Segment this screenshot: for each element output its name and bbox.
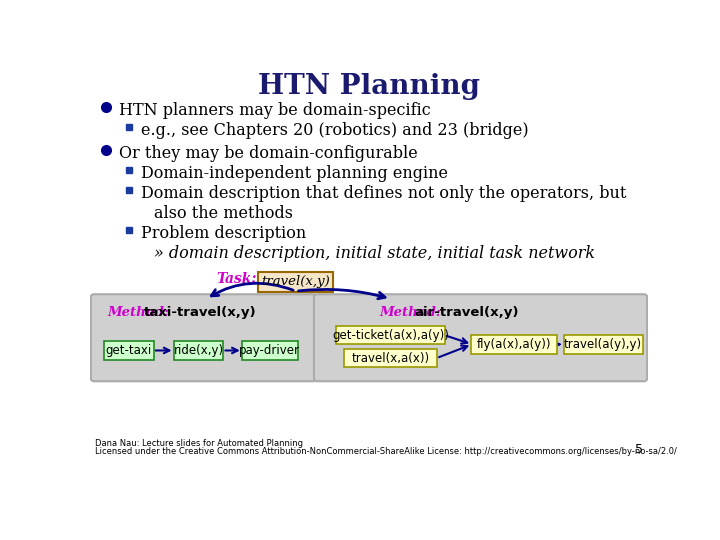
Text: travel(x,y): travel(x,y) [261,275,330,288]
Text: Method:: Method: [108,306,174,319]
Text: HTN Planning: HTN Planning [258,72,480,99]
FancyBboxPatch shape [242,341,297,360]
Text: pay-driver: pay-driver [239,344,300,357]
Text: get-taxi: get-taxi [106,344,152,357]
Text: Method:: Method: [379,306,446,319]
Text: e.g., see Chapters 20 (robotics) and 23 (bridge): e.g., see Chapters 20 (robotics) and 23 … [141,122,528,139]
Text: 5: 5 [634,443,642,456]
Text: Task:: Task: [216,272,256,286]
FancyBboxPatch shape [314,294,647,381]
Text: fly(a(x),a(y)): fly(a(x),a(y)) [477,338,552,351]
FancyBboxPatch shape [104,341,153,360]
Text: Dana Nau: Lecture slides for Automated Planning: Dana Nau: Lecture slides for Automated P… [96,439,303,448]
Text: air-travel(x,y): air-travel(x,y) [415,306,519,319]
FancyBboxPatch shape [174,341,223,360]
Text: Licensed under the Creative Commons Attribution-NonCommercial-ShareAlike License: Licensed under the Creative Commons Attr… [96,447,678,456]
FancyBboxPatch shape [344,349,437,367]
Text: » domain description, initial state, initial task network: » domain description, initial state, ini… [153,245,595,262]
Text: Problem description: Problem description [141,225,307,242]
Text: get-ticket(a(x),a(y)): get-ticket(a(x),a(y)) [332,328,449,342]
FancyBboxPatch shape [336,326,445,345]
Text: also the methods: also the methods [153,205,292,222]
Text: travel(a(y),y): travel(a(y),y) [564,338,642,351]
FancyBboxPatch shape [472,335,557,354]
Text: ride(x,y): ride(x,y) [174,344,224,357]
FancyBboxPatch shape [258,272,333,292]
Text: taxi-travel(x,y): taxi-travel(x,y) [143,306,256,319]
Text: HTN planners may be domain-specific: HTN planners may be domain-specific [119,102,431,119]
FancyBboxPatch shape [564,335,642,354]
Text: Domain description that defines not only the operators, but: Domain description that defines not only… [141,185,626,202]
Text: travel(x,a(x)): travel(x,a(x)) [351,352,430,365]
Text: Or they may be domain-configurable: Or they may be domain-configurable [119,145,418,162]
Text: Domain-independent planning engine: Domain-independent planning engine [141,165,448,182]
FancyBboxPatch shape [91,294,316,381]
